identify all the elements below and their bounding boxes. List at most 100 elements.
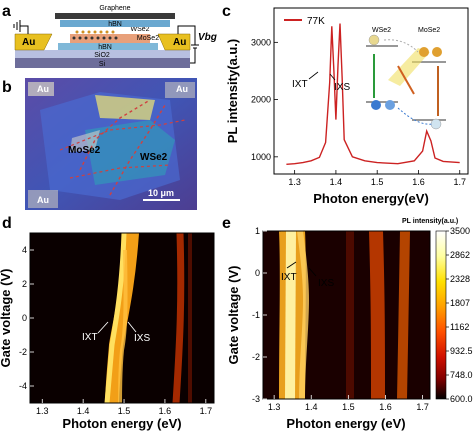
bottom-hbn-label: hBN bbox=[98, 44, 112, 51]
c-ixs-label: IXS bbox=[334, 82, 350, 93]
heterostructure-region bbox=[85, 120, 175, 185]
wse2-outline bbox=[79, 99, 151, 171]
panel-label-b: b bbox=[2, 79, 12, 96]
e-band-main-core bbox=[285, 230, 296, 400]
colorbar-tick-label: 1807 bbox=[450, 298, 470, 308]
panel-d: d 1.3 1.4 1.5 1.6 1.7 4 2 0 -2 -4 IXT IXS Photon … bbox=[0, 215, 215, 431]
au-right-contact bbox=[157, 33, 191, 51]
yellow-flake bbox=[95, 95, 155, 120]
colorbar-tick-label: 1162 bbox=[450, 322, 469, 332]
graphene-layer bbox=[55, 13, 175, 19]
c-xtick-label: 1.6 bbox=[412, 177, 425, 187]
c-ytick-label: 2000 bbox=[251, 95, 271, 105]
panel-e: e 1.3 1.4 1.5 1.6 1.7 1 0 -1 -2 -3 IXT IXS 3500 28… bbox=[222, 215, 473, 431]
e-band-right bbox=[369, 230, 385, 400]
au-label-top-right: Au bbox=[176, 84, 188, 94]
d-band-main-outer bbox=[105, 232, 139, 404]
e-ticks-ytick-label: 0 bbox=[255, 268, 260, 278]
wse2-label: WSe2 bbox=[130, 26, 149, 33]
vbg-label: Vbg bbox=[198, 32, 217, 43]
panel-c: c 1.3 1.4 1.5 1.6 1.7 1000 2000 3000 77K IXT IX… bbox=[222, 3, 469, 206]
d-band-ixs bbox=[118, 249, 128, 404]
heatmap-e-bands bbox=[279, 230, 410, 400]
colorbar-tick-label: 600.0 bbox=[450, 394, 473, 404]
e-ticks-xtick-label: 1.6 bbox=[379, 402, 392, 412]
e-ticks-ytick-label: -2 bbox=[252, 352, 260, 362]
au-right-label: Au bbox=[173, 37, 186, 48]
au-left-contact bbox=[14, 33, 53, 51]
d-ylabel: Gate voltage (V) bbox=[0, 269, 13, 368]
colorbar-tick-label: 932.5 bbox=[450, 346, 473, 356]
colorbar bbox=[435, 230, 447, 400]
pl-spectrum-line bbox=[286, 23, 460, 165]
c-xtick-label: 1.3 bbox=[288, 177, 301, 187]
panel-label-a: a bbox=[2, 3, 11, 20]
e-ticks-xtick-label: 1.4 bbox=[305, 402, 318, 412]
wse2-region-label: WSe2 bbox=[140, 152, 168, 163]
top-hbn-layer bbox=[60, 20, 170, 27]
sio2-label: SiO2 bbox=[94, 52, 110, 59]
lattice-dots bbox=[72, 30, 118, 40]
bottom-hbn-layer bbox=[58, 43, 158, 50]
heatmap-d-bands bbox=[104, 232, 192, 404]
e-ticks: 1.3 1.4 1.5 1.6 1.7 1 0 -1 -2 -3 bbox=[252, 226, 429, 412]
colorbar-tick-label: 2862 bbox=[450, 250, 470, 260]
e-ticks-ytick-label: 1 bbox=[255, 226, 260, 236]
d-ticks-ytick-label: 2 bbox=[22, 279, 27, 289]
si-layer bbox=[15, 58, 190, 68]
d-ticks-xtick-label: 1.7 bbox=[200, 406, 213, 416]
plot-frame-c bbox=[273, 7, 469, 175]
d-ticks-xtick-label: 1.6 bbox=[159, 406, 172, 416]
d-band-main-core bbox=[104, 232, 127, 404]
c-ytick-label: 1000 bbox=[251, 152, 271, 162]
scale-label: 10 μm bbox=[148, 188, 174, 198]
c-xlabel: Photon energy(eV) bbox=[313, 191, 429, 206]
d-ixt-label: IXT bbox=[82, 332, 98, 343]
c-xtick-label: 1.7 bbox=[453, 177, 466, 187]
e-ticks-xtick-label: 1.7 bbox=[416, 402, 429, 412]
c-ylabel: PL intensity(a.u.) bbox=[225, 39, 240, 144]
d-ticks-xtick-label: 1.5 bbox=[118, 406, 131, 416]
mose2-label: MoSe2 bbox=[137, 35, 159, 42]
colorbar-ticks: 3500 2862 2328 1807 1162 932.5 748.0 600.0 bbox=[446, 226, 473, 404]
au-label-top-left: Au bbox=[37, 84, 49, 94]
c-xtick-label: 1.4 bbox=[330, 177, 343, 187]
e-ticks-ytick-label: -3 bbox=[252, 394, 260, 404]
panel-label-c: c bbox=[222, 3, 231, 20]
inset-mose2: MoSe2 bbox=[418, 27, 440, 34]
sio2-layer bbox=[15, 50, 190, 58]
colorbar-tick-label: 2328 bbox=[450, 274, 470, 284]
e-ylabel: Gate voltage (V) bbox=[226, 266, 241, 365]
d-band-right bbox=[172, 232, 185, 404]
e-xlabel: Photon energy (eV) bbox=[286, 416, 405, 431]
e-ixs-label: IXS bbox=[318, 278, 334, 289]
e-ticks-ytick-label: -1 bbox=[252, 310, 260, 320]
d-ticks: 1.3 1.4 1.5 1.6 1.7 4 2 0 -2 -4 bbox=[19, 245, 212, 416]
panel-label-e: e bbox=[222, 215, 231, 232]
e-band-ixs bbox=[297, 230, 310, 400]
graphene-label: Graphene bbox=[99, 5, 130, 12]
d-ticks-ytick-label: 0 bbox=[22, 313, 27, 323]
colorbar-tick-label: 748.0 bbox=[450, 370, 473, 380]
gate-wire bbox=[177, 25, 196, 45]
legend-label: 77K bbox=[307, 16, 325, 27]
inset-wse2: WSe2 bbox=[372, 27, 391, 34]
si-label: Si bbox=[99, 61, 106, 68]
d-ticks-xtick-label: 1.4 bbox=[77, 406, 90, 416]
d-ticks-xtick-label: 1.3 bbox=[36, 406, 49, 416]
colorbar-tick-label: 3500 bbox=[450, 226, 470, 236]
e-ixt-label: IXT bbox=[281, 272, 297, 283]
ground-wire-left bbox=[20, 25, 29, 34]
c-ticks: 1.3 1.4 1.5 1.6 1.7 1000 2000 3000 bbox=[251, 37, 466, 187]
c-xtick-label: 1.5 bbox=[371, 177, 384, 187]
au-label-bottom-left: Au bbox=[37, 195, 49, 205]
au-left-label: Au bbox=[22, 37, 35, 48]
panel-label-d: d bbox=[2, 215, 12, 232]
e-ticks-xtick-label: 1.3 bbox=[268, 402, 281, 412]
top-hbn-label: hBN bbox=[108, 21, 122, 28]
panel-b: b Au Au Au MoSe2 WSe2 10 μm bbox=[2, 78, 197, 210]
d-ticks-ytick-label: -2 bbox=[19, 347, 27, 357]
mose2-region-label: MoSe2 bbox=[68, 145, 101, 156]
d-ticks-ytick-label: -4 bbox=[19, 381, 27, 391]
